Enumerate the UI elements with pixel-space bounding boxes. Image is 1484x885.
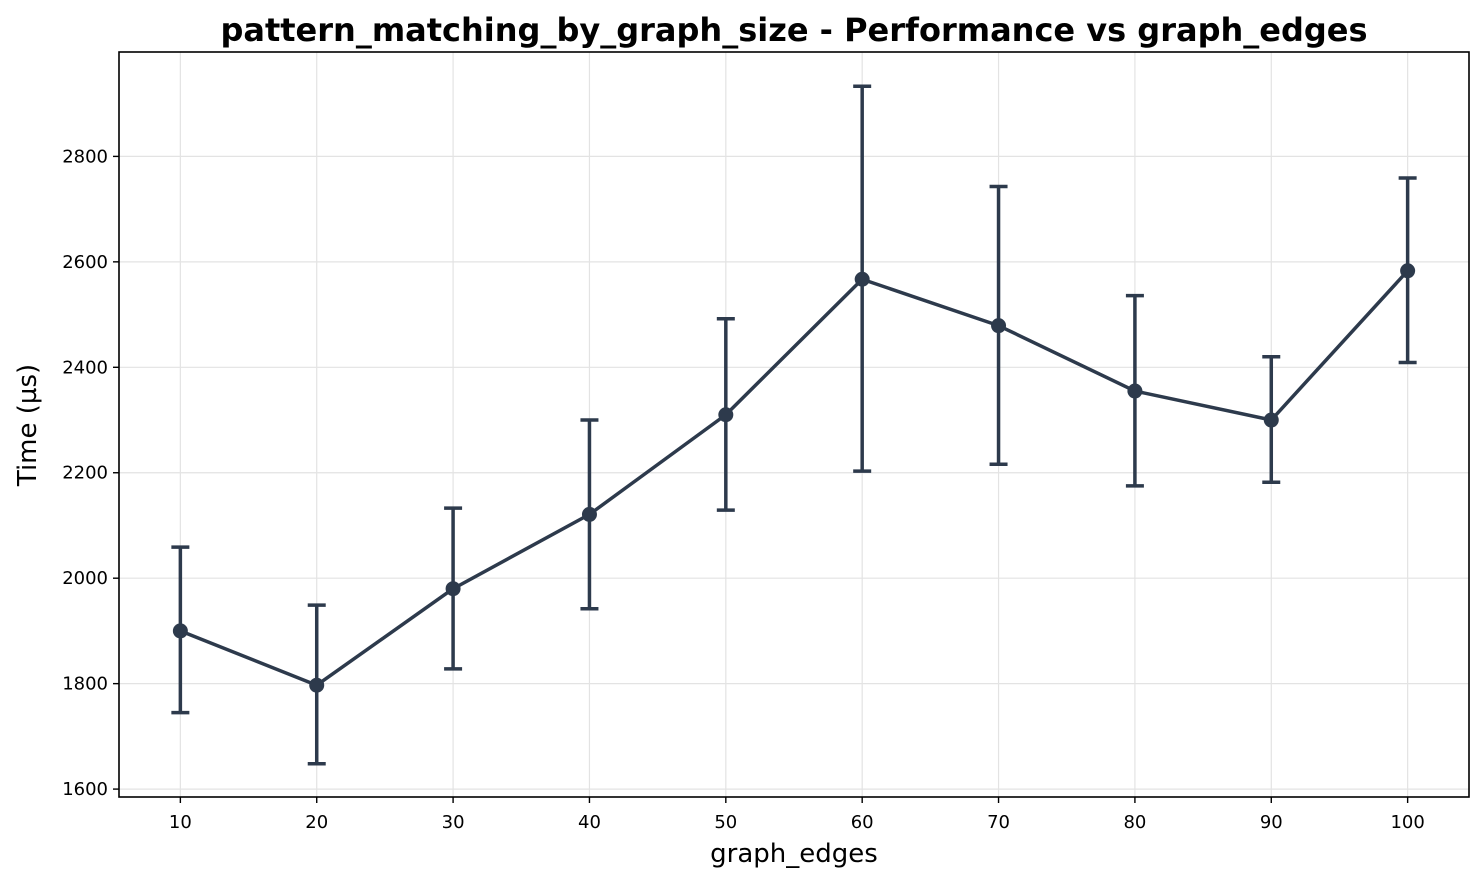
x-tick-label: 70: [987, 812, 1010, 833]
y-tick-label: 1600: [62, 779, 108, 800]
data-points: [172, 263, 1416, 693]
series-line-layer: [179, 269, 1409, 687]
x-tick-label: 90: [1260, 812, 1283, 833]
y-tick-label: 2600: [62, 252, 108, 273]
y-axis-ticks: 1600 1800 2000 2200 2400 2600 2800: [62, 146, 119, 800]
data-point: [172, 623, 188, 639]
series-line: [179, 269, 1409, 687]
x-tick-label: 100: [1390, 812, 1424, 833]
y-tick-label: 2000: [62, 568, 108, 589]
y-tick-label: 2200: [62, 463, 108, 484]
x-tick-label: 20: [305, 812, 328, 833]
data-point: [1400, 263, 1416, 279]
x-tick-label: 40: [578, 812, 601, 833]
data-point: [854, 271, 870, 287]
data-point: [718, 407, 734, 423]
y-tick-label: 2800: [62, 146, 108, 167]
y-tick-label: 2400: [62, 357, 108, 378]
data-point: [309, 677, 325, 693]
y-tick-label: 1800: [62, 674, 108, 695]
x-tick-label: 30: [442, 812, 465, 833]
x-tick-label: 50: [714, 812, 737, 833]
chart-title: pattern_matching_by_graph_size - Perform…: [220, 11, 1367, 49]
y-axis-label: Time (µs): [13, 364, 43, 487]
x-tick-label: 80: [1123, 812, 1146, 833]
data-point: [581, 506, 597, 522]
data-point: [445, 581, 461, 597]
x-axis-label: graph_edges: [710, 839, 878, 869]
x-tick-label: 10: [169, 812, 192, 833]
data-point: [1127, 383, 1143, 399]
plot-frame: [118, 51, 1470, 798]
x-tick-label: 60: [851, 812, 874, 833]
data-point: [1263, 412, 1279, 428]
data-point: [991, 318, 1007, 334]
error-bars: [171, 84, 1417, 766]
x-axis-ticks: 10 20 30 40 50 60 70 80 90 100: [169, 797, 1425, 833]
